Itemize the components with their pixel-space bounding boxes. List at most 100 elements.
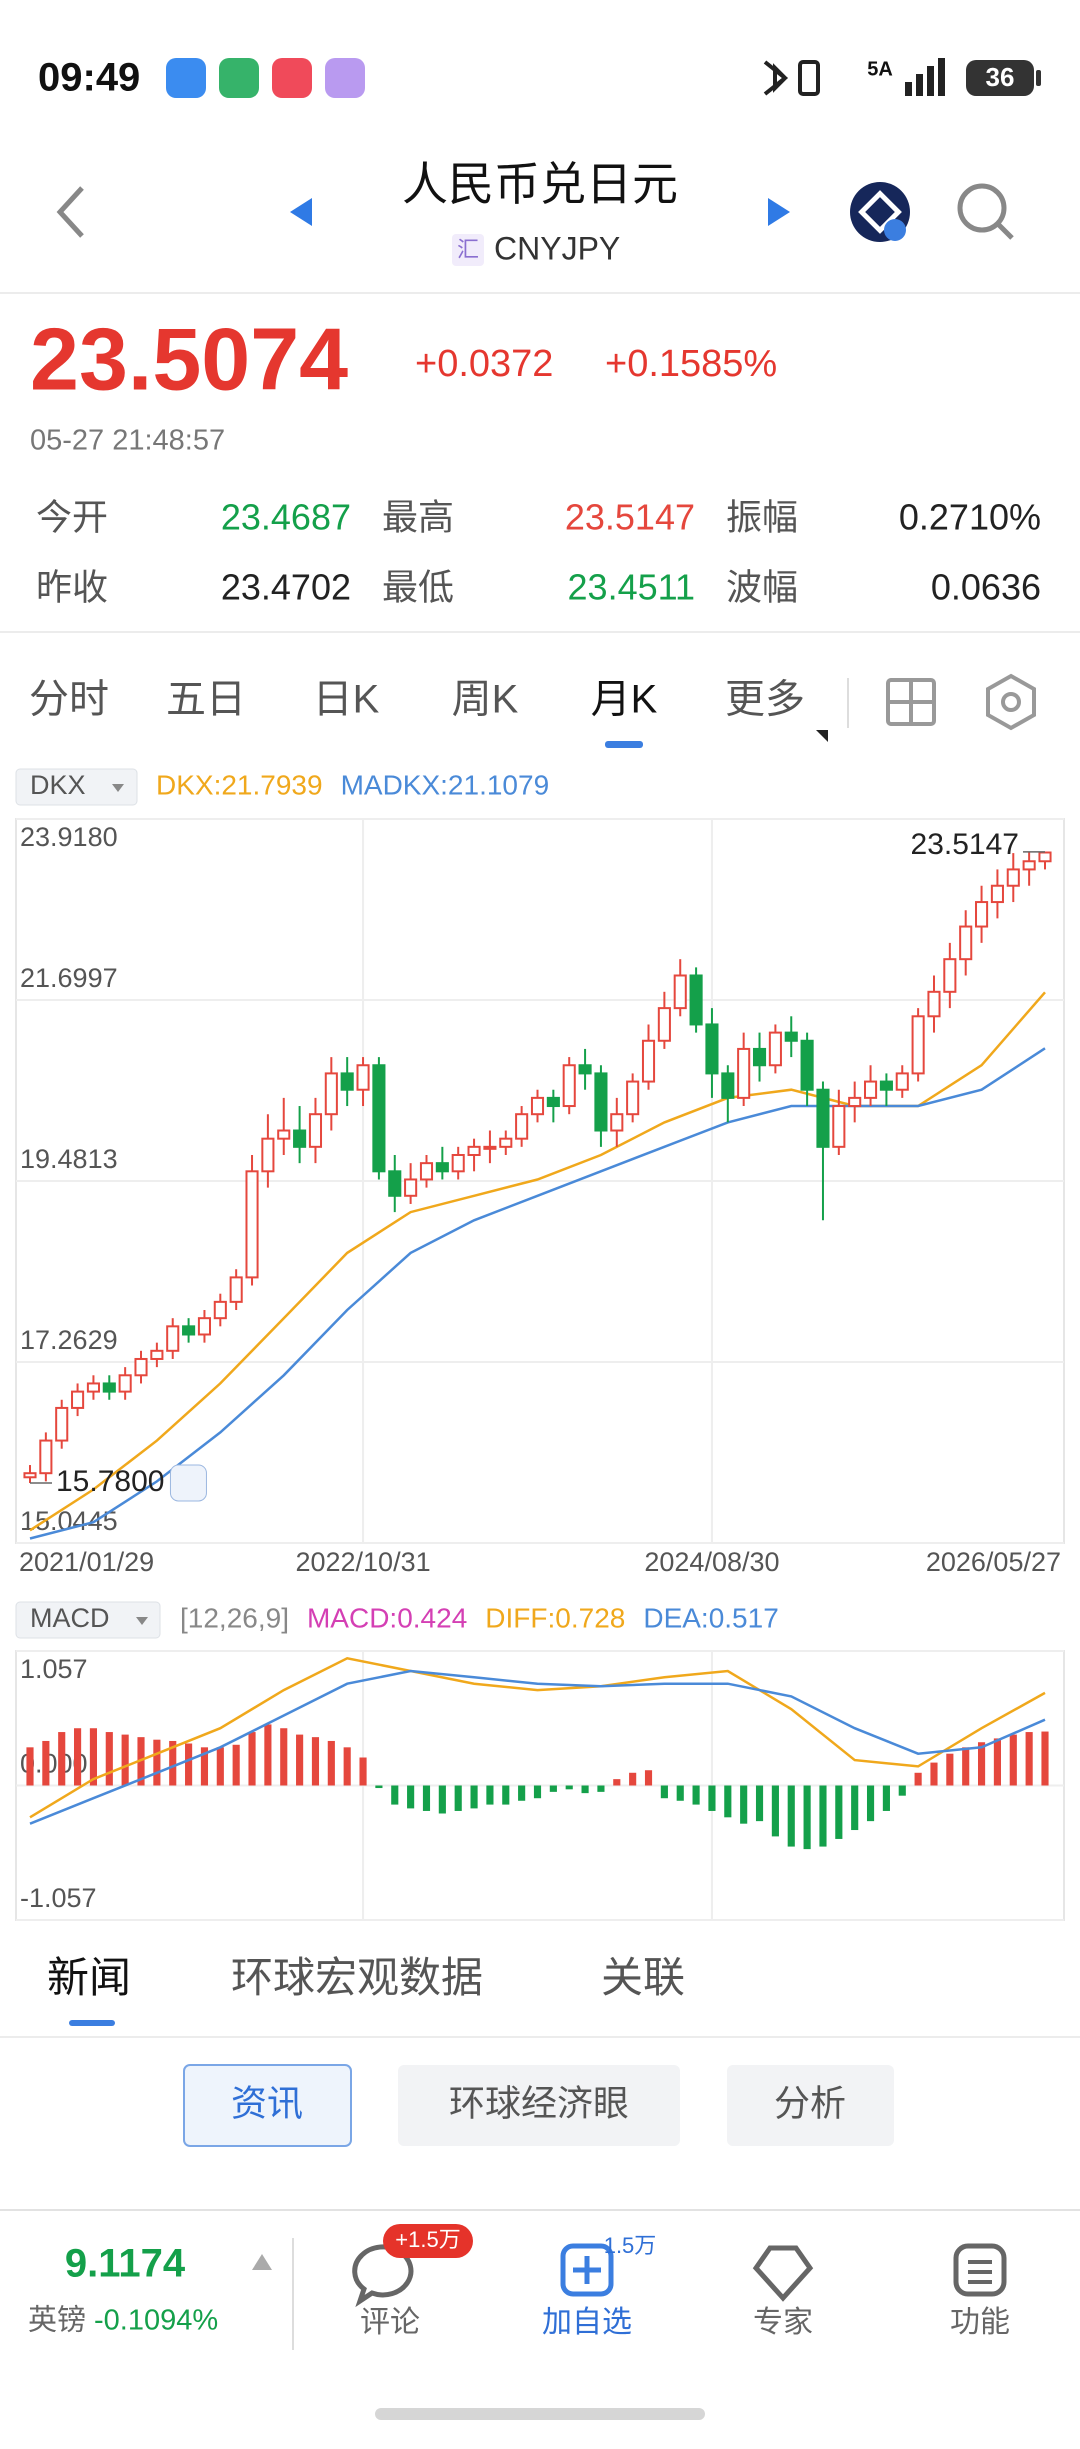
back-button[interactable] [56, 186, 84, 238]
indicator-dropdown[interactable] [15, 768, 138, 806]
indicator-line [29, 1047, 1046, 1540]
news-button-box[interactable] [183, 2064, 352, 2147]
annotation-icon [169, 1464, 207, 1502]
settings-button[interactable] [986, 673, 1036, 731]
period-tab[interactable]: 分时 [29, 678, 109, 722]
action-label[interactable]: 评论 [360, 2306, 420, 2339]
search-button[interactable] [957, 183, 1007, 233]
settings-icon [1001, 692, 1021, 712]
macd-bar [518, 1785, 526, 1801]
macd-bar [644, 1770, 653, 1786]
candle-body [848, 1096, 862, 1108]
macd-bar [486, 1785, 494, 1805]
candle-body [610, 1113, 624, 1132]
app-icon [325, 58, 365, 98]
price-change-pct: +0.1585% [605, 343, 777, 385]
candle-body [673, 974, 687, 1010]
candle-body [150, 1349, 164, 1360]
period-tab[interactable]: 月K [591, 678, 658, 722]
macd-bar [470, 1785, 478, 1809]
y-tick-label: 17.2629 [20, 1325, 118, 1355]
news-button-label[interactable]: 分析 [774, 2083, 846, 2124]
ticker-price[interactable]: 9.1174 [65, 2242, 186, 2286]
legend-entry: DEA:0.517 [643, 1602, 778, 1633]
candle-body [705, 1023, 719, 1075]
macd-bar [454, 1785, 462, 1811]
ticker-change: -0.1094% [94, 2305, 218, 2337]
macd-bar [200, 1747, 209, 1786]
candle-body [451, 1153, 465, 1173]
candle-body [419, 1162, 434, 1181]
news-button-box[interactable] [398, 2065, 680, 2146]
candle-body [626, 1080, 640, 1116]
candle-body [927, 990, 941, 1018]
active-tab-underline [605, 741, 643, 748]
macd-bar [898, 1785, 906, 1796]
candle-body [324, 1072, 338, 1116]
news-button-label[interactable]: 环球经济眼 [449, 2083, 629, 2124]
macd-bar [296, 1734, 304, 1786]
macd-bar [502, 1785, 510, 1805]
y-tick-label: 19.4813 [20, 1144, 118, 1174]
news-button-box[interactable] [727, 2065, 894, 2146]
macd-bar [121, 1734, 129, 1786]
candle-body [39, 1439, 53, 1475]
indicator-name[interactable]: MACD [30, 1603, 110, 1633]
app-icon [219, 58, 259, 98]
news-button-label[interactable]: 资讯 [231, 2083, 303, 2124]
macd-bar [708, 1785, 716, 1811]
next-button[interactable] [768, 198, 790, 226]
action-label[interactable]: 加自选 [542, 2306, 632, 2339]
prev-button[interactable] [290, 198, 312, 226]
macd-bar [105, 1732, 113, 1786]
candle-body [863, 1080, 878, 1099]
macd-bar [755, 1785, 764, 1822]
news-tab[interactable]: 关联 [601, 1954, 685, 2001]
period-tab[interactable]: 五日 [166, 678, 246, 722]
function-icon[interactable] [953, 2243, 1007, 2297]
macd-bar [629, 1772, 637, 1786]
macd-bar [407, 1785, 415, 1809]
news-tab[interactable]: 新闻 [47, 1954, 131, 2001]
badge-pill [383, 2224, 473, 2258]
macd-bar [375, 1785, 383, 1789]
period-tab[interactable]: 更多 [725, 678, 805, 722]
legend-entry: MADKX:21.1079 [341, 769, 550, 800]
period-tab[interactable]: 周K [452, 678, 519, 722]
candle-body [134, 1357, 148, 1377]
home-indicator[interactable] [375, 2408, 705, 2420]
indicator-dropdown[interactable] [15, 1601, 161, 1639]
candle-body [340, 1072, 354, 1091]
candle-body [832, 1105, 846, 1148]
macd-bar [311, 1737, 320, 1786]
indicator-name[interactable]: DKX [30, 770, 86, 800]
candle-body [530, 1096, 545, 1116]
stat-value: 23.5147 [565, 497, 695, 538]
candle-body [166, 1325, 180, 1352]
price-change: +0.0372 [415, 343, 553, 385]
y-tick-label: 21.6997 [20, 963, 118, 993]
watchlist-icon[interactable] [560, 2243, 614, 2297]
x-tick-label: 2026/05/27 [926, 1547, 1061, 1577]
candle-body [784, 1031, 798, 1042]
period-tab[interactable]: 日K [313, 678, 380, 722]
dropdown-arrow [112, 784, 124, 792]
battery-level: 36 [986, 62, 1015, 92]
stat-value: 23.4702 [221, 567, 351, 608]
y-tick-label: -1.057 [20, 1883, 97, 1913]
candle-body [483, 1145, 497, 1150]
ticker-arrow[interactable] [252, 2254, 272, 2270]
symbol-badge: 汇 [457, 237, 479, 262]
candle-body [515, 1113, 529, 1140]
expert-icon[interactable] [752, 2245, 814, 2302]
action-label[interactable]: 功能 [950, 2306, 1010, 2339]
candle-body [752, 1047, 767, 1067]
candle-body [23, 1472, 37, 1479]
macd-bar [803, 1785, 811, 1850]
news-tab[interactable]: 环球宏观数据 [231, 1954, 483, 2001]
macd-bar [866, 1785, 875, 1822]
candle-body [737, 1047, 751, 1099]
macd-bar [565, 1785, 573, 1790]
action-label[interactable]: 专家 [753, 2306, 813, 2339]
